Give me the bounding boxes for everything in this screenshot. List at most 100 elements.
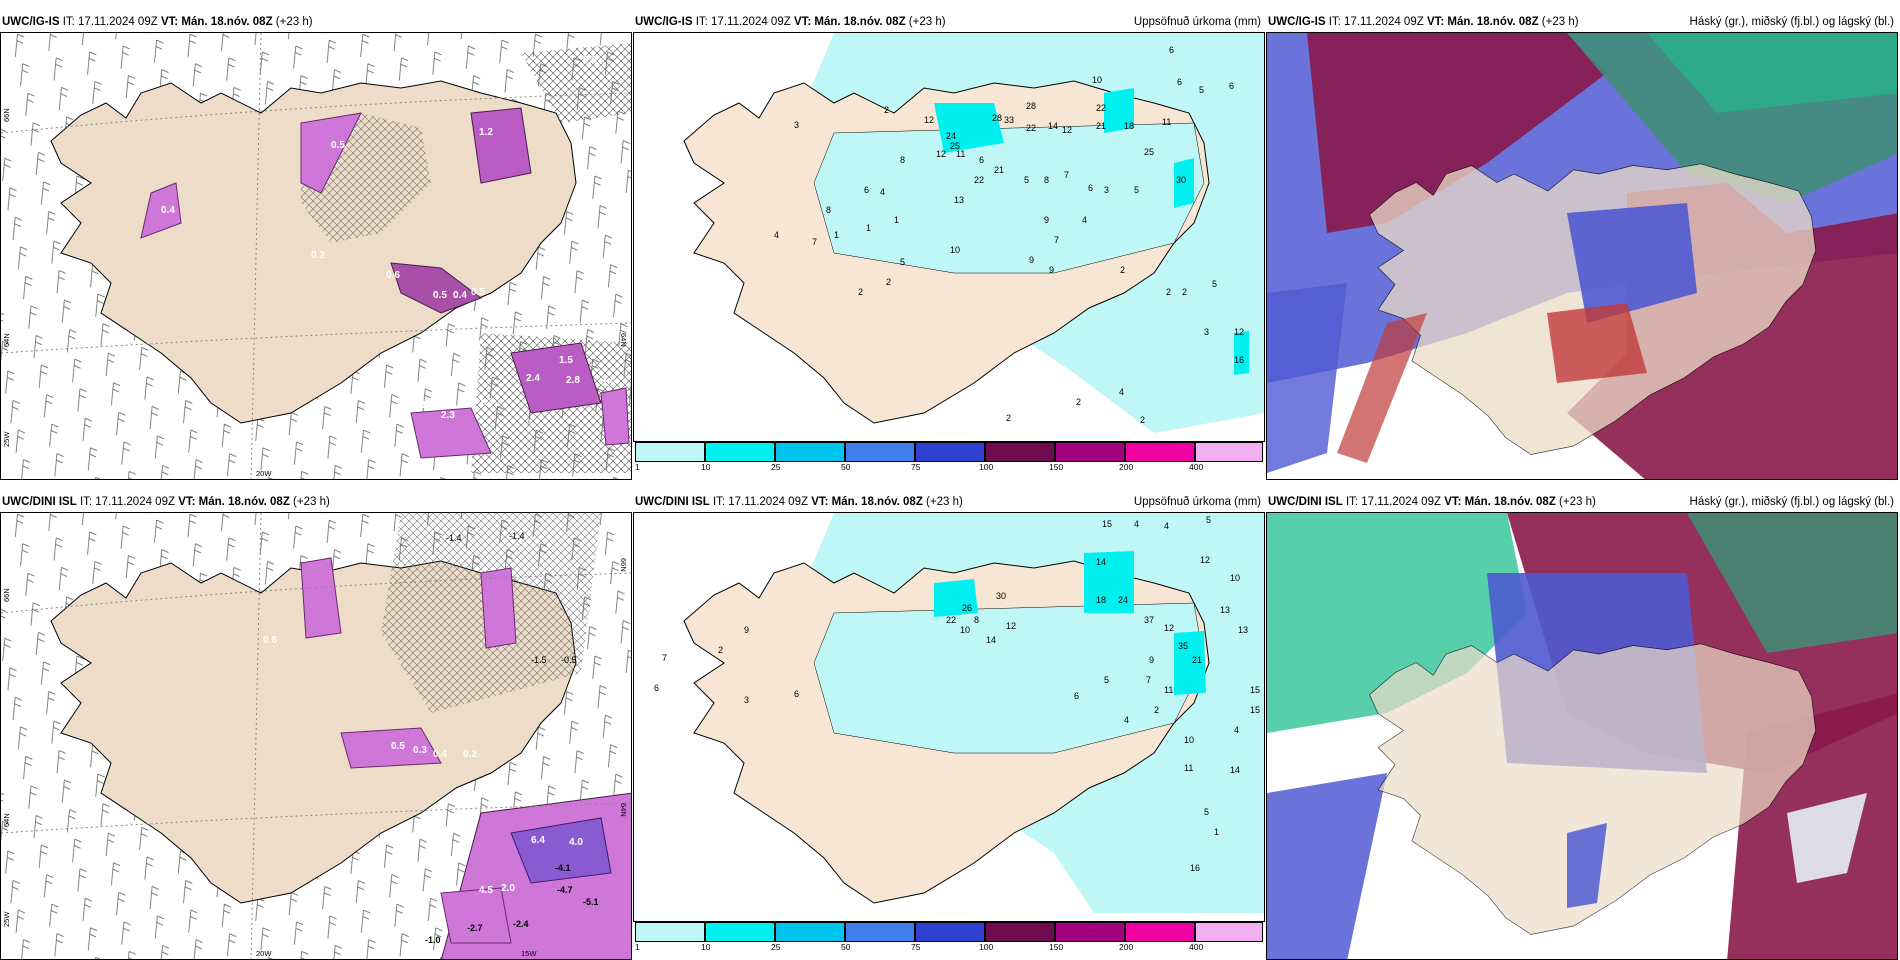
panel-right-title: Uppsöfnuð úrkoma (mm)	[1133, 496, 1261, 508]
svg-text:0.6: 0.6	[386, 270, 400, 281]
panel-dini-clouds: UWC/DINI ISL IT: 17.11.2024 09Z VT: Mán.…	[1266, 490, 1898, 960]
svg-text:22: 22	[1096, 103, 1106, 113]
svg-text:64N: 64N	[2, 333, 11, 347]
svg-text:-4.7: -4.7	[557, 885, 573, 895]
svg-text:1: 1	[866, 223, 871, 233]
svg-text:0.2: 0.2	[311, 250, 325, 261]
svg-text:30: 30	[996, 591, 1006, 601]
svg-text:10: 10	[1230, 573, 1240, 583]
svg-text:0.5: 0.5	[391, 741, 405, 752]
map-dini-clouds	[1266, 512, 1898, 960]
svg-text:4: 4	[1124, 715, 1129, 725]
svg-text:6: 6	[654, 683, 659, 693]
iceland-land	[1369, 643, 1817, 935]
svg-text:7: 7	[1054, 235, 1059, 245]
panel-title: UWC/IG-IS IT: 17.11.2024 09Z VT: Mán. 18…	[1268, 16, 1579, 28]
svg-text:2: 2	[886, 277, 891, 287]
svg-text:6.4: 6.4	[531, 835, 545, 846]
colorbar-segment	[1125, 922, 1195, 942]
svg-text:7: 7	[1146, 675, 1151, 685]
colorbar-segment	[985, 922, 1055, 942]
svg-text:2: 2	[1182, 287, 1187, 297]
svg-text:1: 1	[894, 215, 899, 225]
svg-text:21: 21	[1192, 655, 1202, 665]
svg-text:2: 2	[1076, 397, 1081, 407]
svg-text:20W: 20W	[256, 469, 272, 478]
svg-text:2: 2	[1154, 705, 1159, 715]
svg-text:-1.4: -1.4	[509, 531, 525, 541]
panel-title: UWC/DINI ISL IT: 17.11.2024 09Z VT: Mán.…	[2, 496, 330, 508]
svg-text:12: 12	[1006, 621, 1016, 631]
precip-values: 6 10 6 5 6 2 3 12 24 28 33 28 22 14 12 2…	[774, 45, 1244, 425]
svg-text:0.5: 0.5	[331, 140, 345, 151]
svg-text:12: 12	[924, 115, 934, 125]
svg-text:20W: 20W	[256, 949, 272, 958]
svg-text:2.8: 2.8	[566, 375, 580, 386]
svg-text:9: 9	[744, 625, 749, 635]
svg-text:4.5: 4.5	[479, 885, 493, 896]
svg-text:9: 9	[1044, 215, 1049, 225]
svg-text:8: 8	[1044, 175, 1049, 185]
svg-text:2.0: 2.0	[501, 883, 515, 894]
svg-text:3: 3	[1204, 327, 1209, 337]
svg-text:10: 10	[960, 625, 970, 635]
svg-text:14: 14	[986, 635, 996, 645]
svg-text:25: 25	[1144, 147, 1154, 157]
svg-text:15W: 15W	[521, 949, 537, 958]
svg-text:15: 15	[1102, 519, 1112, 529]
svg-text:4: 4	[774, 230, 779, 240]
precip-colorbar: 1 10 25 50 75 100 150 200 400	[635, 442, 1263, 472]
precip-colorbar: 1 10 25 50 75 100 150 200 400	[635, 922, 1263, 952]
map-igis-clouds	[1266, 32, 1898, 480]
svg-text:2.3: 2.3	[441, 410, 455, 421]
svg-text:0.5: 0.5	[471, 287, 485, 298]
colorbar-segment	[635, 442, 705, 462]
svg-text:8: 8	[974, 615, 979, 625]
svg-text:25W: 25W	[2, 431, 11, 447]
svg-text:3: 3	[744, 695, 749, 705]
svg-text:22: 22	[1026, 123, 1036, 133]
svg-text:6: 6	[794, 689, 799, 699]
colorbar-segment	[1125, 442, 1195, 462]
svg-text:5: 5	[900, 257, 905, 267]
svg-text:13: 13	[954, 195, 964, 205]
colorbar-segment	[705, 442, 775, 462]
svg-text:15: 15	[1250, 705, 1260, 715]
svg-text:4: 4	[1119, 387, 1124, 397]
colorbar-segment	[1055, 922, 1125, 942]
svg-text:5: 5	[1134, 185, 1139, 195]
svg-text:2: 2	[718, 645, 723, 655]
svg-text:6: 6	[1074, 691, 1079, 701]
svg-text:12: 12	[1200, 555, 1210, 565]
svg-text:64N: 64N	[619, 803, 628, 817]
panel-right-title: Uppsöfnuð úrkoma (mm)	[1133, 16, 1261, 28]
panel-dini-wind: UWC/DINI ISL IT: 17.11.2024 09Z VT: Mán.…	[0, 490, 632, 960]
svg-text:14: 14	[1096, 557, 1106, 567]
svg-text:1: 1	[1214, 827, 1219, 837]
svg-text:2: 2	[1166, 287, 1171, 297]
svg-text:66N: 66N	[2, 108, 11, 122]
svg-text:21: 21	[994, 165, 1004, 175]
svg-text:1.3: 1.3	[479, 397, 493, 408]
colorbar-segment	[915, 442, 985, 462]
svg-text:4.0: 4.0	[569, 837, 583, 848]
panel-title: UWC/DINI ISL IT: 17.11.2024 09Z VT: Mán.…	[1268, 496, 1596, 508]
map-dini-precip: 15 4 4 5 12 10 14 24 18 37 12 13 30 26 2…	[633, 512, 1265, 922]
svg-text:66N: 66N	[2, 588, 11, 602]
panel-title: UWC/IG-IS IT: 17.11.2024 09Z VT: Mán. 18…	[635, 16, 946, 28]
svg-text:2: 2	[858, 287, 863, 297]
svg-text:-4.1: -4.1	[555, 863, 571, 873]
svg-text:37: 37	[1144, 615, 1154, 625]
svg-text:6: 6	[1177, 77, 1182, 87]
svg-text:1.4: 1.4	[421, 400, 435, 411]
svg-text:11: 11	[1162, 117, 1171, 127]
svg-text:28: 28	[1026, 101, 1036, 111]
colorbar-segment	[1055, 442, 1125, 462]
panel-right-title: Háský (gr.), miðský (fj.bl.) og lágský (…	[1689, 496, 1894, 508]
svg-text:1.5: 1.5	[559, 355, 573, 366]
svg-text:22: 22	[974, 175, 984, 185]
colorbar-segment	[775, 442, 845, 462]
svg-text:14: 14	[1048, 121, 1058, 131]
svg-text:64N: 64N	[2, 813, 11, 827]
svg-text:0.4: 0.4	[161, 205, 175, 216]
